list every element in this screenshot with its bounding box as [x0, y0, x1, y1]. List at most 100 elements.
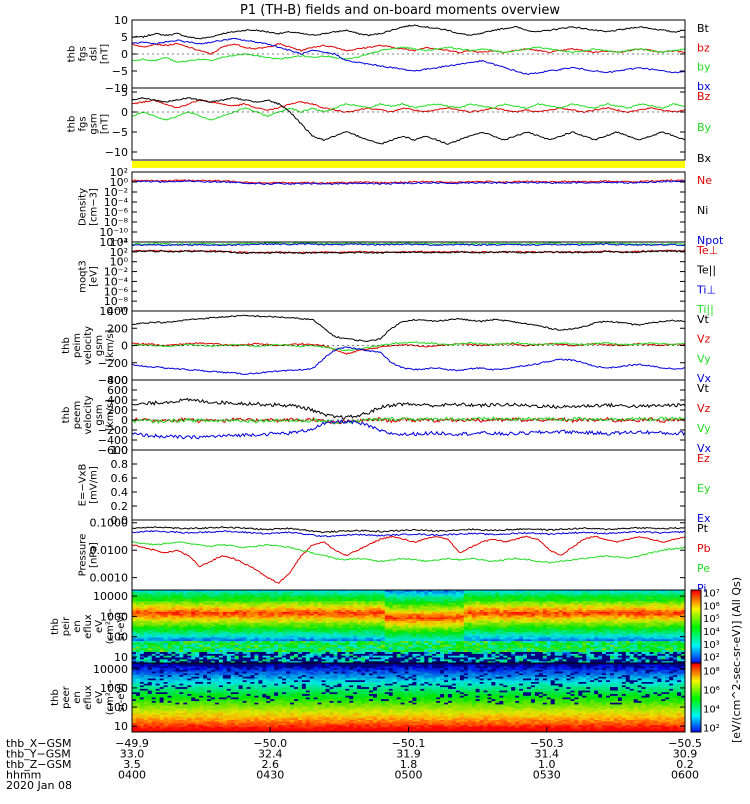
- heatmap-cell: [203, 630, 207, 632]
- heatmap-cell: [160, 617, 164, 619]
- heatmap-cell: [420, 619, 424, 621]
- heatmap-cell: [258, 658, 262, 660]
- heatmap-cell: [590, 619, 594, 621]
- heatmap-cell: [195, 596, 199, 598]
- heatmap-cell: [254, 648, 258, 650]
- heatmap-cell: [377, 619, 381, 621]
- heatmap-cell: [567, 659, 571, 661]
- heatmap-cell: [148, 597, 152, 599]
- heatmap-cell: [168, 636, 172, 638]
- heatmap-cell: [235, 634, 239, 636]
- heatmap-cell: [586, 650, 590, 652]
- heatmap-cell: [515, 639, 519, 641]
- heatmap-cell: [160, 619, 164, 621]
- heatmap-cell: [531, 616, 535, 618]
- heatmap-cell: [187, 623, 191, 625]
- heatmap-cell: [282, 603, 286, 605]
- heatmap-cell: [243, 603, 247, 605]
- heatmap-cell: [239, 597, 243, 599]
- heatmap-cell: [452, 650, 456, 652]
- heatmap-cell: [207, 638, 211, 640]
- heatmap-cell: [353, 597, 357, 599]
- heatmap-cell: [337, 623, 341, 625]
- heatmap-cell: [231, 614, 235, 616]
- heatmap-cell: [168, 638, 172, 640]
- heatmap-cell: [231, 612, 235, 614]
- heatmap-cell: [440, 596, 444, 598]
- heatmap-cell: [302, 643, 306, 645]
- heatmap-cell: [428, 648, 432, 650]
- heatmap-cell: [219, 627, 223, 629]
- heatmap-cell: [412, 645, 416, 647]
- heatmap-cell: [428, 599, 432, 601]
- heatmap-cell: [310, 594, 314, 596]
- heatmap-cell: [223, 605, 227, 607]
- heatmap-cell: [183, 605, 187, 607]
- heatmap-cell: [235, 654, 239, 656]
- heatmap-cell: [235, 639, 239, 641]
- heatmap-cell: [152, 638, 156, 640]
- heatmap-cell: [511, 656, 515, 658]
- heatmap-cell: [460, 599, 464, 601]
- heatmap-cell: [448, 658, 452, 660]
- heatmap-cell: [574, 658, 578, 660]
- heatmap-cell: [491, 610, 495, 612]
- heatmap-cell: [132, 638, 136, 640]
- heatmap-cell: [175, 650, 179, 652]
- heatmap-cell: [535, 638, 539, 640]
- heatmap-cell: [567, 627, 571, 629]
- heatmap-cell: [440, 623, 444, 625]
- heatmap-cell: [270, 654, 274, 656]
- heatmap-cell: [341, 603, 345, 605]
- heatmap-cell: [586, 648, 590, 650]
- heatmap-cell: [559, 632, 563, 634]
- heatmap-cell: [211, 621, 215, 623]
- series-line-bz: [132, 43, 685, 54]
- heatmap-cell: [203, 606, 207, 608]
- heatmap-cell: [199, 599, 203, 601]
- heatmap-cell: [586, 659, 590, 661]
- heatmap-cell: [563, 656, 567, 658]
- heatmap-cell: [183, 645, 187, 647]
- heatmap-cell: [377, 625, 381, 627]
- heatmap-cell: [337, 658, 341, 660]
- heatmap-cell: [175, 614, 179, 616]
- y-axis-label-line: velocity: [83, 395, 94, 434]
- heatmap-cell: [175, 601, 179, 603]
- heatmap-cell: [140, 612, 144, 614]
- heatmap-cell: [571, 650, 575, 652]
- heatmap-cell: [179, 606, 183, 608]
- heatmap-cell: [302, 638, 306, 640]
- heatmap-cell: [586, 603, 590, 605]
- heatmap-cell: [247, 621, 251, 623]
- heatmap-cell: [156, 652, 160, 654]
- heatmap-cell: [488, 610, 492, 612]
- heatmap-cell: [286, 636, 290, 638]
- heatmap-cell: [148, 658, 152, 660]
- heatmap-cell: [156, 658, 160, 660]
- heatmap-cell: [503, 659, 507, 661]
- heatmap-cell: [428, 632, 432, 634]
- heatmap-cell: [377, 652, 381, 654]
- heatmap-cell: [345, 627, 349, 629]
- y-axis-label: moqt3[eV]: [78, 260, 100, 293]
- heatmap-cell: [203, 654, 207, 656]
- heatmap-cell: [322, 627, 326, 629]
- heatmap-cell: [369, 599, 373, 601]
- heatmap-cell: [132, 648, 136, 650]
- heatmap-cell: [199, 621, 203, 623]
- heatmap-cell: [551, 619, 555, 621]
- heatmap-cell: [440, 650, 444, 652]
- heatmap-cell: [227, 594, 231, 596]
- heatmap-cell: [148, 650, 152, 652]
- heatmap-cell: [590, 616, 594, 618]
- heatmap-cell: [136, 592, 140, 594]
- heatmap-cell: [243, 630, 247, 632]
- heatmap-cell: [491, 634, 495, 636]
- heatmap-cell: [472, 648, 476, 650]
- heatmap-cell: [306, 621, 310, 623]
- heatmap-cell: [555, 656, 559, 658]
- heatmap-cell: [318, 627, 322, 629]
- heatmap-cell: [480, 636, 484, 638]
- y-tick-label: 0.2: [111, 500, 129, 513]
